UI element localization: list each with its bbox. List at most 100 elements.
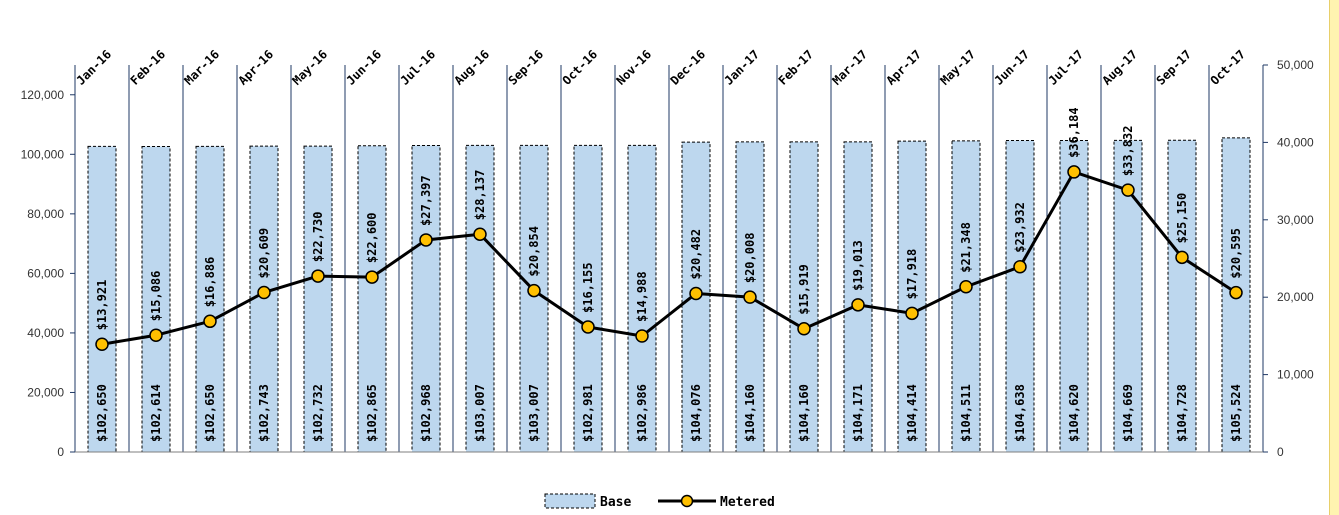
base-bar-labels: $102,650 $102,614 $102,650 $102,743 $102,732… xyxy=(95,384,1243,442)
metered-marker xyxy=(635,329,649,343)
metered-marker xyxy=(1229,285,1243,300)
category-label: Apr-16 xyxy=(236,47,277,88)
category-label: Apr-17 xyxy=(884,47,925,88)
metered-label: $33,832 xyxy=(1121,126,1135,177)
metered-label: $17,918 xyxy=(905,249,919,300)
metered-marker xyxy=(149,328,163,342)
base-bar xyxy=(357,145,387,453)
category-label: Sep-16 xyxy=(506,47,547,88)
metered-marker xyxy=(905,306,919,321)
metered-marker xyxy=(959,280,973,294)
legend-label-metered: Metered xyxy=(720,495,775,510)
metered-label: $13,921 xyxy=(95,280,109,331)
category-label: Jun-17 xyxy=(992,47,1033,88)
metered-label: $19,013 xyxy=(851,240,865,291)
metered-labels: $13,921 $15,086 $16,886 $20,609 $22,730 $22,6… xyxy=(95,107,1243,330)
base-bar-label: $102,614 xyxy=(149,384,163,442)
left-tick-label: 80,000 xyxy=(27,207,64,221)
category-label: Mar-16 xyxy=(182,47,223,88)
category-labels: Jan-16 Feb-16 Mar-16 Apr-16 May-16 Jun-16 Jul-… xyxy=(74,47,1249,88)
metered-marker xyxy=(365,270,379,284)
left-tick-label: 0 xyxy=(57,445,64,459)
category-label: Nov-16 xyxy=(614,47,655,88)
base-bar-label: $104,669 xyxy=(1121,384,1135,442)
metered-label: $20,482 xyxy=(689,229,703,280)
metered-marker xyxy=(473,227,487,241)
right-tick-label: 20,000 xyxy=(1277,290,1314,304)
category-label: Sep-17 xyxy=(1154,47,1195,88)
left-tick-label: 60,000 xyxy=(27,266,64,280)
base-bar-label: $102,743 xyxy=(257,384,271,442)
metered-label: $22,600 xyxy=(365,212,379,263)
metered-label: $20,008 xyxy=(743,233,757,284)
metered-label: $15,919 xyxy=(797,264,811,315)
base-bar-label: $105,524 xyxy=(1229,384,1243,442)
category-label: Feb-16 xyxy=(128,47,169,88)
metered-label: $20,595 xyxy=(1229,228,1243,279)
metered-marker xyxy=(1121,183,1135,197)
left-axis-ticks: 0 20,000 40,000 60,000 80,000 100,000 120,000 xyxy=(21,88,75,459)
category-label: Aug-16 xyxy=(452,47,493,88)
metered-label: $15,086 xyxy=(149,271,163,322)
base-bar xyxy=(1167,139,1197,453)
metered-label: $16,886 xyxy=(203,257,217,308)
base-bar xyxy=(195,145,225,453)
metered-polyline xyxy=(101,170,1237,346)
metered-label: $21,348 xyxy=(959,222,973,273)
right-tick-label: 10,000 xyxy=(1277,368,1314,382)
metered-marker xyxy=(527,283,541,298)
right-tick-label: 30,000 xyxy=(1277,213,1314,227)
base-bar-label: $104,076 xyxy=(689,384,703,442)
axes xyxy=(74,65,1264,453)
base-bar-label: $102,968 xyxy=(419,384,433,442)
category-label: Jul-17 xyxy=(1046,47,1087,88)
metered-marker xyxy=(581,320,595,334)
base-bar xyxy=(573,144,603,453)
base-bar xyxy=(951,140,981,453)
category-label: Dec-16 xyxy=(668,47,709,88)
metered-label: $20,854 xyxy=(527,226,541,277)
metered-marker xyxy=(311,269,325,283)
category-dividers xyxy=(128,65,1210,452)
base-bar-label: $103,007 xyxy=(527,384,541,442)
metered-label: $14,988 xyxy=(635,271,649,322)
metered-marker xyxy=(257,285,271,300)
metered-line xyxy=(101,170,1237,346)
base-bar xyxy=(303,145,333,453)
metered-marker xyxy=(1013,260,1027,274)
metered-marker xyxy=(203,314,217,329)
left-tick-label: 20,000 xyxy=(27,385,64,399)
metered-label: $20,609 xyxy=(257,228,271,279)
metered-label: $27,397 xyxy=(419,175,433,226)
category-label: Oct-17 xyxy=(1208,47,1249,88)
base-bar-label: $104,728 xyxy=(1175,384,1189,442)
legend-label-base: Base xyxy=(600,495,631,510)
right-tick-label: 50,000 xyxy=(1277,58,1314,72)
right-tick-label: 0 xyxy=(1277,445,1284,459)
category-label: Mar-17 xyxy=(830,47,871,88)
metered-marker xyxy=(95,337,109,352)
base-bars xyxy=(87,137,1251,453)
metered-label: $28,137 xyxy=(473,170,487,221)
category-label: May-16 xyxy=(290,47,331,88)
base-bar-label: $104,160 xyxy=(797,384,811,442)
category-label: Aug-17 xyxy=(1100,47,1141,88)
base-bar-label: $102,986 xyxy=(635,384,649,442)
metered-label: $23,932 xyxy=(1013,202,1027,253)
left-tick-label: 40,000 xyxy=(27,326,64,340)
metered-label: $22,730 xyxy=(311,211,325,262)
metered-label: $36,184 xyxy=(1067,107,1081,158)
base-bar xyxy=(1005,140,1035,453)
legend-swatch-base xyxy=(544,493,596,509)
right-tick-label: 40,000 xyxy=(1277,135,1314,149)
base-bar-label: $102,981 xyxy=(581,384,595,442)
base-bar-label: $102,650 xyxy=(203,384,217,442)
legend-marker-metered xyxy=(680,494,694,508)
base-bar-label: $103,007 xyxy=(473,384,487,442)
metered-marker xyxy=(689,286,703,301)
left-tick-label: 120,000 xyxy=(21,88,65,102)
base-bar-label: $104,638 xyxy=(1013,384,1027,442)
base-bar-label: $102,865 xyxy=(365,384,379,442)
base-bar xyxy=(411,144,441,453)
